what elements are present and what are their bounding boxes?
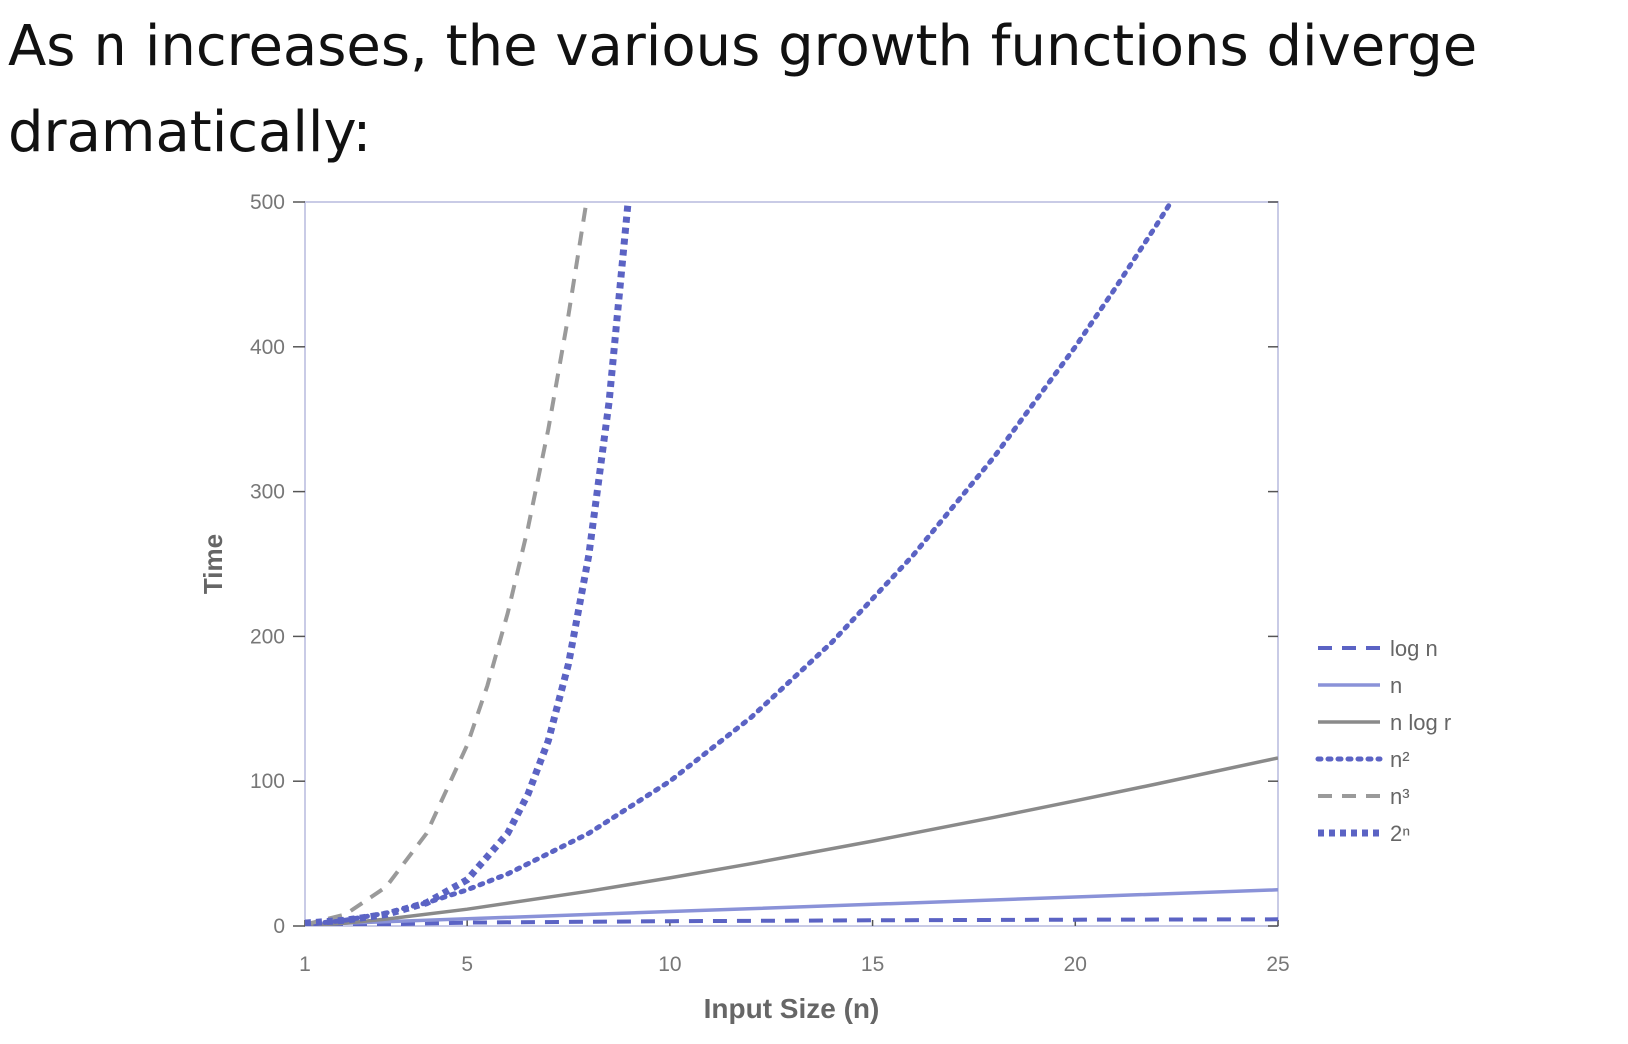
legend-label-4: n³ (1390, 784, 1410, 809)
heading-text-end: increases, the various growth functions … (127, 14, 1478, 79)
x-tick-label-15: 15 (861, 953, 884, 976)
x-tick-label-10: 10 (658, 953, 681, 976)
page-heading: As n increases, the various growth funct… (8, 4, 1477, 176)
plot-frame (304, 201, 1279, 927)
series-line-2 (305, 756, 1278, 926)
y-tick-label-200: 200 (250, 625, 285, 648)
heading-code-n: n (93, 14, 128, 79)
heading-text-line2: dramatically: (8, 100, 372, 165)
y-axis-label: Time (198, 534, 228, 594)
x-tick-label-25: 25 (1266, 953, 1289, 976)
x-tick-label-20: 20 (1064, 953, 1087, 976)
heading-text-start: As (8, 14, 94, 79)
y-tick-label-300: 300 (250, 481, 285, 504)
series-line-1 (305, 888, 1278, 926)
y-tick-label-0: 0 (273, 915, 285, 938)
series-line-0 (305, 917, 1278, 926)
legend-label-2: n log r (1390, 710, 1451, 735)
x-tick-label-1: 1 (299, 953, 311, 976)
plot-area (305, 202, 1278, 926)
legend-label-3: n² (1390, 747, 1410, 772)
x-axis-label: Input Size (n) (704, 993, 880, 1024)
series-line-5 (305, 202, 632, 926)
legend-label-5: 2ⁿ (1390, 821, 1410, 846)
y-tick-label-400: 400 (250, 336, 285, 359)
legend-label-1: n (1390, 673, 1402, 698)
legend-label-0: log n (1390, 636, 1438, 661)
series-line-4 (305, 202, 589, 926)
x-tick-label-5: 5 (461, 953, 473, 976)
y-tick-label-500: 500 (250, 191, 285, 214)
y-tick-label-100: 100 (250, 770, 285, 793)
